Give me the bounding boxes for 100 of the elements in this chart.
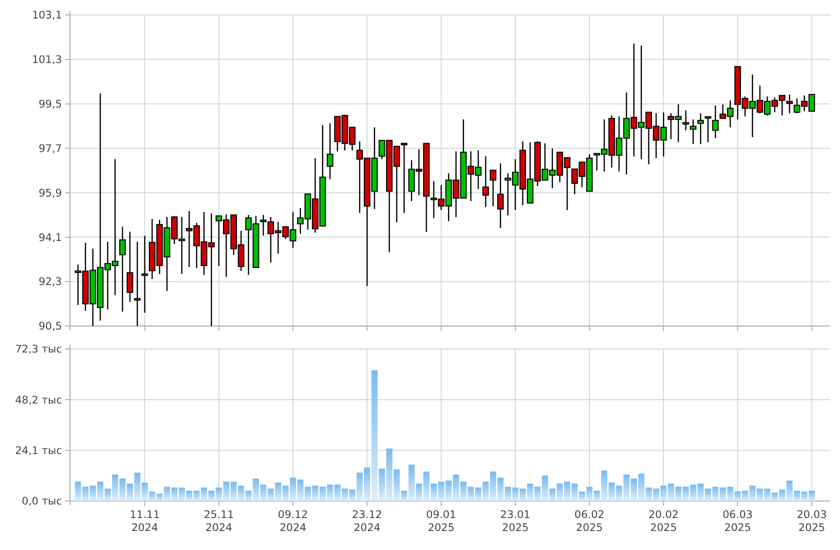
bar (297, 480, 304, 501)
bar (142, 482, 148, 501)
x-tick-label: 23.12 2024 (352, 509, 382, 534)
bar (90, 486, 96, 501)
bar (549, 488, 556, 501)
bar (252, 478, 259, 501)
bar (364, 468, 370, 501)
candlestick (712, 104, 719, 139)
bar (542, 476, 548, 501)
bar (468, 486, 474, 501)
x-tick-label: 06.03 2025 (722, 509, 753, 534)
y-tick-label: 48,2 тыс (15, 394, 62, 406)
bar (742, 490, 748, 501)
bar (534, 486, 541, 501)
bar (394, 469, 400, 501)
bar (260, 484, 266, 501)
bar (408, 464, 415, 501)
y-tick-label: 99,5 (38, 98, 62, 111)
bar (430, 484, 437, 501)
bar (460, 482, 467, 501)
bar (764, 488, 770, 501)
y-tick-label: 97,7 (38, 142, 62, 155)
bar (320, 486, 326, 501)
bar (401, 490, 408, 501)
bar (668, 484, 674, 501)
bar (578, 492, 586, 501)
bar (675, 486, 682, 501)
bar (734, 492, 741, 501)
y-tick-label: 72,3 тыс (15, 344, 62, 356)
bar (97, 482, 104, 501)
bar (727, 486, 734, 501)
bar (238, 486, 244, 501)
y-tick-label: 101,3 (32, 54, 62, 66)
candlestick (682, 110, 690, 131)
bar (564, 482, 570, 501)
candlestick (690, 118, 696, 145)
candlestick (141, 235, 148, 314)
bar (268, 488, 274, 501)
y-tick-label: 103,1 (32, 10, 62, 22)
bar (527, 484, 534, 501)
bar (482, 482, 489, 501)
bar (586, 486, 593, 501)
bar (608, 482, 615, 501)
bar (704, 488, 712, 501)
bar (512, 488, 518, 501)
y-tick-label: 95,9 (38, 187, 62, 200)
y-tick-label: 92,3 (38, 276, 62, 288)
candlestick (490, 170, 496, 207)
bar (616, 486, 622, 501)
bar (312, 486, 318, 501)
candlestick (326, 122, 334, 180)
bar (104, 488, 111, 501)
bar (178, 488, 185, 501)
bar (74, 482, 82, 501)
bar (630, 478, 637, 501)
bar (786, 480, 793, 501)
bar (186, 490, 192, 501)
bar (638, 474, 644, 501)
bar (171, 488, 178, 501)
bar (356, 472, 363, 501)
bar (275, 482, 282, 501)
candlestick (119, 226, 126, 312)
bar (112, 474, 118, 501)
bar (119, 478, 126, 501)
bar (423, 472, 430, 501)
x-tick-label: 20.02 2025 (648, 509, 679, 534)
candlestick (400, 142, 408, 214)
candlestick (482, 156, 489, 208)
bar (446, 480, 452, 501)
bar (438, 482, 444, 501)
bar (326, 484, 334, 501)
bar (556, 484, 563, 501)
candlestick (697, 112, 704, 145)
bar (371, 370, 378, 501)
bar (290, 478, 296, 501)
bar (156, 494, 163, 501)
bar (378, 468, 385, 501)
bar (164, 486, 170, 501)
bar (334, 484, 341, 501)
bar (149, 492, 156, 501)
bar (690, 484, 696, 501)
candlestick (134, 241, 141, 327)
bar (282, 486, 289, 501)
bar (698, 484, 704, 501)
x-tick-label: 11.11 2024 (130, 509, 160, 534)
y-tick-label: 0,0 тыс (22, 496, 62, 508)
bar (82, 486, 89, 501)
candlestick (497, 162, 504, 229)
bar (749, 486, 756, 501)
x-tick-label: 09.12 2024 (278, 509, 308, 534)
x-tick-label: 23.01 2025 (500, 509, 530, 534)
x-tick-label: 09.01 2025 (426, 509, 456, 534)
bar (230, 482, 237, 501)
bar (200, 488, 208, 501)
bar (497, 478, 504, 501)
y-tick-label: 94,1 (38, 232, 62, 244)
candlestick (786, 94, 793, 114)
bar (623, 474, 630, 501)
candlestick (126, 231, 134, 302)
bar (601, 470, 608, 501)
